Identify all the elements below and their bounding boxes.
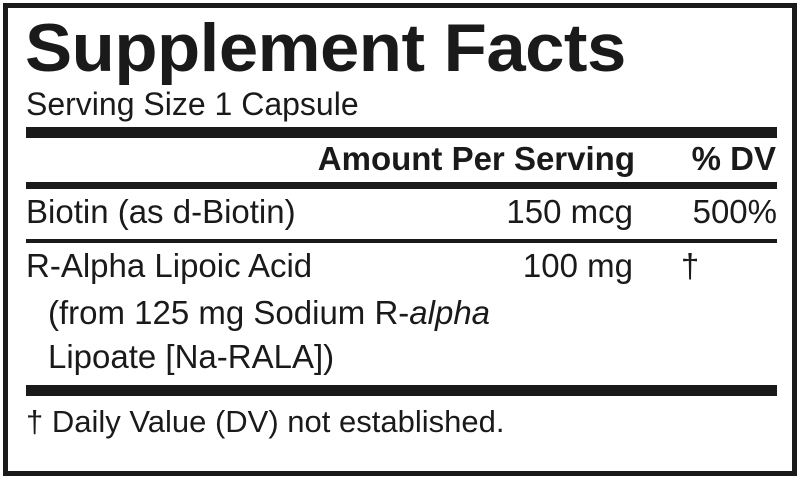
table-row: Biotin (as d-Biotin) 150 mcg 500% [26, 189, 777, 237]
rule-below-column-headers [26, 182, 777, 189]
rule-above-footnote [26, 385, 777, 396]
supplement-facts-panel: Supplement Facts Serving Size 1 Capsule … [3, 3, 797, 476]
serving-size-text: Serving Size 1 Capsule [26, 86, 359, 122]
column-headers-row: Amount Per Serving % DV [26, 138, 777, 182]
nutrient-source-line-2: Lipoate [Na-RALA]) [48, 338, 335, 375]
page-title: Supplement Facts [25, 10, 626, 86]
column-header-amount-per-serving: Amount Per Serving [317, 140, 635, 177]
nutrient-source-line-1-italic: alpha [409, 294, 491, 331]
rule-between-nutrients [26, 239, 777, 243]
footnote-daily-value: † Daily Value (DV) not established. [26, 404, 505, 439]
nutrient-amount-biotin: 150 mcg [506, 193, 633, 230]
nutrient-source-line-1: (from 125 mg Sodium R-alpha [48, 291, 778, 335]
nutrient-name-biotin: Biotin (as d-Biotin) [26, 193, 296, 230]
nutrient-dv-biotin: 500% [692, 193, 777, 230]
nutrient-amount-r-alpha-lipoic-acid: 100 mg [522, 247, 633, 284]
rule-below-serving-size [26, 127, 777, 138]
nutrient-name-r-alpha-lipoic-acid: R-Alpha Lipoic Acid [26, 247, 313, 284]
column-header-percent-dv: % DV [691, 140, 776, 177]
table-row: R-Alpha Lipoic Acid 100 mg † [26, 243, 777, 291]
nutrient-source-line-1-text: (from 125 mg Sodium R- [48, 294, 410, 331]
supplement-facts-body: Supplement Facts Serving Size 1 Capsule … [8, 12, 792, 475]
nutrient-dv-r-alpha-lipoic-acid: † [680, 247, 700, 284]
